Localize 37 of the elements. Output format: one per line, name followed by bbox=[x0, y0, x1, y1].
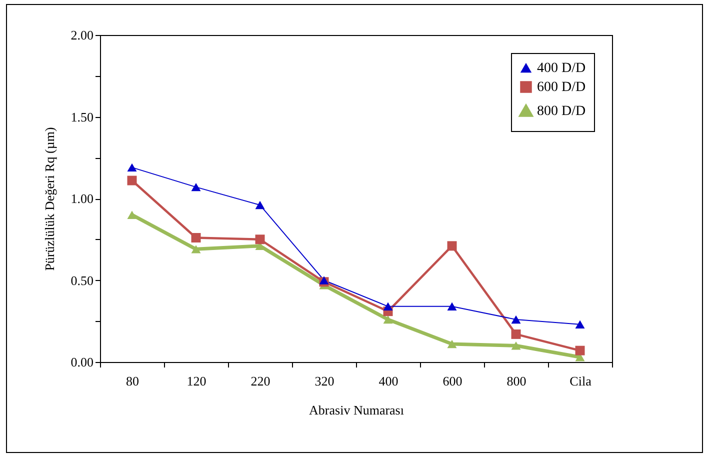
point bbox=[127, 176, 137, 186]
x-tick-label: 120 bbox=[186, 374, 206, 388]
y-tick-label: 1.00 bbox=[70, 191, 94, 206]
y-tick-label: 2.00 bbox=[70, 28, 94, 42]
point bbox=[191, 232, 201, 242]
point bbox=[127, 210, 137, 219]
point bbox=[127, 163, 137, 172]
y-tick-label: 1.50 bbox=[70, 109, 94, 124]
y-tick-label: 0.50 bbox=[70, 272, 94, 288]
point bbox=[383, 302, 393, 311]
y-axis-title: Pürüzlülük Değeri Rq (µm) bbox=[42, 127, 57, 271]
x-tick-label: 600 bbox=[442, 374, 462, 388]
point bbox=[511, 329, 521, 339]
point bbox=[255, 200, 265, 210]
x-tick-label: 800 bbox=[506, 374, 526, 388]
point bbox=[575, 320, 585, 329]
x-tick-label: 320 bbox=[314, 374, 334, 388]
legend-label: 400 D/D bbox=[537, 61, 586, 76]
point bbox=[447, 340, 457, 348]
point bbox=[191, 182, 201, 192]
x-tick-label: 80 bbox=[126, 374, 139, 388]
x-axis-title: Abrasiv Numarası bbox=[309, 402, 404, 418]
point bbox=[447, 241, 457, 251]
point bbox=[255, 234, 265, 244]
point bbox=[191, 245, 201, 254]
point bbox=[511, 342, 521, 350]
legend-label: 800 D/D bbox=[537, 104, 586, 119]
point bbox=[575, 346, 585, 356]
x-tick-label: 220 bbox=[250, 374, 270, 388]
y-tick-label: 0.00 bbox=[70, 354, 94, 370]
point bbox=[511, 315, 521, 324]
x-tick-label: Cila bbox=[570, 374, 592, 388]
x-tick-label: 400 bbox=[378, 374, 398, 388]
point bbox=[447, 302, 457, 311]
point bbox=[383, 315, 393, 324]
point bbox=[319, 276, 329, 284]
legend-label: 600 D/D bbox=[537, 80, 586, 95]
